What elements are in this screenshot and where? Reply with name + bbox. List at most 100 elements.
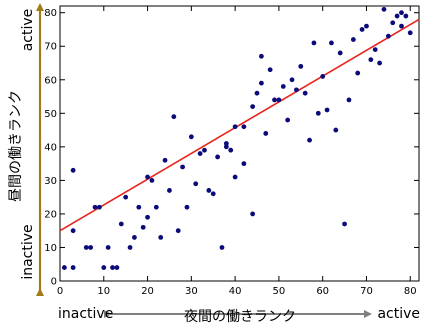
data-point — [70, 228, 76, 234]
data-point — [175, 228, 181, 234]
data-point — [381, 6, 387, 12]
data-point — [294, 87, 299, 93]
y-tick-label: 10 — [44, 243, 57, 254]
data-point — [97, 204, 102, 210]
data-point — [202, 147, 207, 153]
data-point — [210, 191, 216, 197]
data-point — [324, 107, 330, 113]
data-point — [70, 265, 76, 270]
data-point — [219, 245, 225, 250]
data-point — [280, 84, 286, 89]
x-tick-label: 40 — [229, 286, 242, 297]
data-point — [359, 27, 365, 32]
data-point — [158, 235, 164, 240]
data-point — [188, 134, 194, 140]
data-point — [364, 23, 369, 29]
y-low-label: inactive — [20, 224, 36, 279]
data-point — [311, 40, 317, 46]
data-point — [223, 144, 229, 150]
data-point — [267, 67, 273, 73]
x-tick-label: 60 — [316, 286, 329, 297]
data-point — [149, 177, 155, 183]
data-point — [162, 157, 168, 163]
data-point — [399, 10, 404, 16]
data-point — [127, 245, 133, 250]
data-point — [302, 90, 308, 96]
data-point — [140, 224, 146, 230]
data-point — [193, 181, 199, 187]
trend-line-layer — [59, 18, 420, 232]
data-point — [136, 204, 142, 210]
data-point — [123, 194, 129, 200]
data-point — [407, 30, 413, 36]
data-point — [320, 74, 326, 79]
x-tick-label: 0 — [57, 286, 63, 297]
x-tick-label: 50 — [273, 286, 286, 297]
x-tick-label: 80 — [404, 286, 417, 297]
data-point — [145, 174, 150, 180]
y-high-label: active — [20, 9, 36, 52]
data-point — [232, 124, 238, 130]
data-point — [258, 53, 264, 59]
data-point — [399, 23, 404, 29]
data-point — [298, 63, 304, 69]
y-tick-label: 80 — [44, 8, 57, 19]
data-point — [114, 265, 120, 270]
data-point — [118, 221, 124, 227]
data-point — [223, 141, 229, 146]
data-point — [315, 110, 321, 116]
x-high-label: active — [377, 306, 420, 322]
data-point — [350, 37, 356, 42]
data-point — [408, 0, 413, 5]
x-tick-label: 10 — [97, 286, 110, 297]
data-point — [145, 214, 150, 220]
y-tick-label: 60 — [44, 75, 57, 86]
regression-line — [59, 18, 420, 232]
plot-area-frame — [59, 5, 420, 282]
data-point — [258, 80, 264, 86]
x-tick-label: 30 — [185, 286, 198, 297]
data-point — [390, 20, 396, 26]
data-points — [61, 0, 413, 270]
data-point — [206, 188, 212, 193]
data-point — [342, 221, 347, 227]
data-point — [276, 97, 282, 103]
data-point — [285, 117, 291, 123]
data-point — [228, 147, 234, 153]
data-point — [368, 57, 374, 63]
data-point — [385, 33, 391, 39]
data-point — [132, 235, 137, 240]
data-point — [372, 47, 378, 52]
axis-ticks: 0 10 20 30 40 50 60 70 80 0 10 20 30 40 50 60 70 80 — [44, 6, 419, 297]
data-point — [70, 167, 76, 173]
y-tick-label: 50 — [44, 109, 57, 120]
data-point — [110, 265, 115, 270]
data-point — [232, 174, 238, 180]
data-point — [355, 70, 361, 76]
data-point — [153, 204, 159, 210]
data-point — [289, 77, 295, 83]
y-axis-title: 昼間の働きランク — [8, 90, 24, 202]
data-point — [346, 97, 352, 103]
x-tick-label: 70 — [360, 286, 373, 297]
y-tick-label: 40 — [44, 142, 57, 153]
data-point — [337, 50, 343, 56]
data-point — [241, 161, 247, 167]
data-point — [394, 13, 400, 19]
y-tick-label: 30 — [44, 176, 57, 187]
data-point — [180, 164, 185, 170]
y-tick-label: 20 — [44, 209, 57, 220]
data-point — [92, 204, 98, 210]
x-tick-label: 20 — [141, 286, 154, 297]
data-point — [333, 127, 339, 133]
data-point — [167, 188, 172, 193]
y-tick-label: 70 — [44, 42, 57, 53]
data-point — [88, 245, 94, 250]
data-point — [101, 265, 107, 270]
data-point — [263, 131, 269, 136]
data-point — [250, 211, 256, 217]
x-axis-title: 夜間の働きランク — [184, 309, 296, 325]
y-tick-label: 0 — [51, 277, 57, 288]
